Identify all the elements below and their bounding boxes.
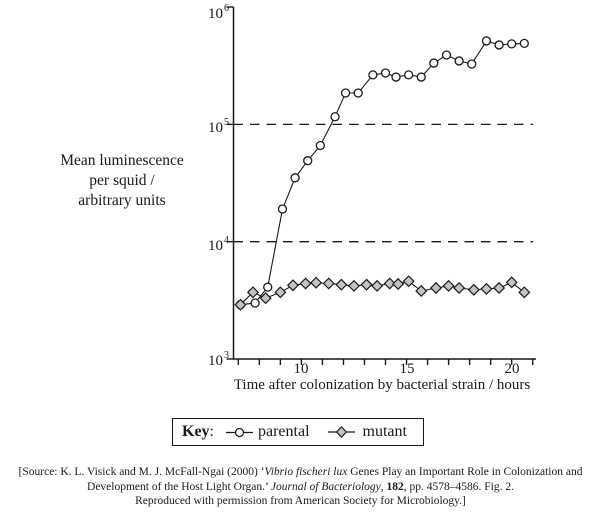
legend-item-mutant: mutant [362, 423, 407, 440]
mutant-diamond-marker-icon [327, 426, 355, 438]
x-axis-title: Time after colonization by bacterial str… [233, 377, 531, 393]
x-tick-label-20: 20 [504, 361, 520, 377]
legend-title: Key [182, 423, 210, 440]
y-tick-label-1e3: 103 [208, 350, 229, 369]
source-line-3: Reproduced with permission from American… [135, 495, 466, 507]
x-tick-label-15: 15 [399, 361, 415, 377]
legend-colon: : [209, 423, 214, 440]
y-axis-title: Mean luminescence per squid / arbitrary … [60, 152, 184, 209]
source-line-1: [Source: K. L. Visick and M. J. McFall-N… [18, 466, 583, 478]
parental-circle-marker-icon [226, 427, 253, 437]
legend-item-parental: parental [258, 423, 310, 440]
legend: Key: parental mutant [172, 418, 424, 446]
x-tick-label-10: 10 [293, 361, 309, 377]
chart-plot [226, 6, 536, 365]
y-tick-label-1e6: 106 [208, 3, 229, 22]
source-citation: [Source: K. L. Visick and M. J. McFall-N… [0, 465, 601, 509]
source-line-2: Development of the Host Light Organ.’ Jo… [87, 480, 514, 493]
y-tick-label-1e5: 105 [208, 117, 229, 136]
y-tick-label-1e4: 104 [208, 235, 229, 254]
